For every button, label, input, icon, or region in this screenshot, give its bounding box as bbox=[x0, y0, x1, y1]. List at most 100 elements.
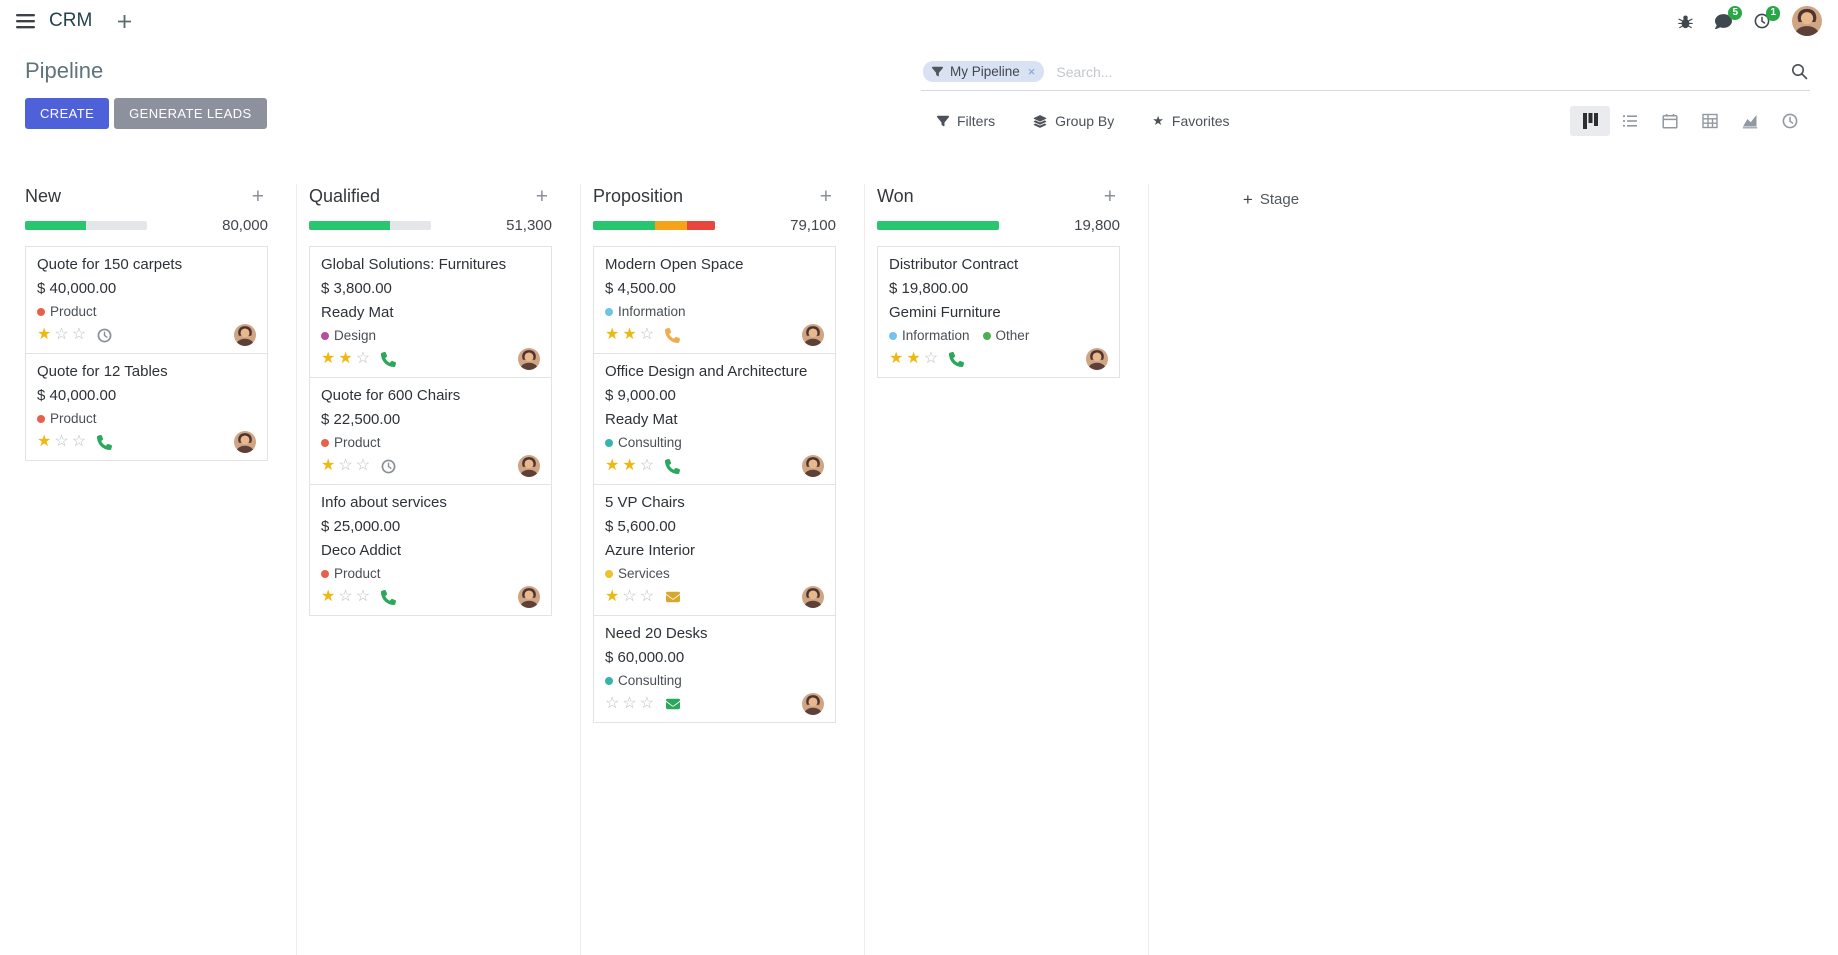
priority-star[interactable]: ★ bbox=[622, 457, 637, 475]
phone-icon[interactable] bbox=[949, 351, 965, 367]
progress-segment[interactable] bbox=[686, 221, 715, 230]
facet-close-icon[interactable]: × bbox=[1027, 64, 1036, 79]
view-list-button[interactable] bbox=[1610, 106, 1650, 136]
priority-star[interactable]: ★ bbox=[321, 588, 336, 606]
column-progressbar[interactable] bbox=[593, 221, 715, 230]
priority-star[interactable]: ☆ bbox=[338, 457, 353, 475]
salesperson-avatar[interactable] bbox=[802, 324, 824, 346]
salesperson-avatar[interactable] bbox=[518, 586, 540, 608]
view-calendar-button[interactable] bbox=[1650, 106, 1690, 136]
priority-star[interactable]: ☆ bbox=[639, 695, 655, 713]
phone-icon[interactable] bbox=[665, 458, 681, 474]
column-quick-add-button[interactable]: + bbox=[816, 186, 836, 207]
column-progressbar[interactable] bbox=[25, 221, 147, 230]
priority-star[interactable]: ★ bbox=[321, 457, 336, 475]
priority-star[interactable]: ☆ bbox=[639, 588, 655, 606]
column-progressbar[interactable] bbox=[309, 221, 431, 230]
group-by-button[interactable]: Group By bbox=[1033, 113, 1114, 129]
priority-star[interactable]: ★ bbox=[37, 326, 52, 344]
search-facet[interactable]: My Pipeline × bbox=[923, 61, 1045, 82]
messages-button[interactable]: 5 bbox=[1715, 5, 1742, 30]
view-graph-button[interactable] bbox=[1730, 106, 1770, 136]
priority-star[interactable]: ☆ bbox=[71, 433, 87, 451]
column-progressbar[interactable] bbox=[877, 221, 999, 230]
priority-star[interactable]: ★ bbox=[605, 326, 620, 344]
salesperson-avatar[interactable] bbox=[1086, 348, 1108, 370]
salesperson-avatar[interactable] bbox=[802, 693, 824, 715]
column-title[interactable]: Proposition bbox=[593, 185, 684, 206]
column-title[interactable]: Qualified bbox=[309, 185, 381, 206]
filters-button[interactable]: Filters bbox=[937, 113, 995, 129]
priority-star[interactable]: ★ bbox=[622, 326, 637, 344]
phone-icon[interactable] bbox=[381, 589, 397, 605]
priority-star[interactable]: ☆ bbox=[639, 326, 655, 344]
view-pivot-button[interactable] bbox=[1690, 106, 1730, 136]
debug-button[interactable] bbox=[1678, 14, 1693, 29]
activities-button[interactable]: 1 bbox=[1754, 6, 1780, 29]
priority-star[interactable]: ☆ bbox=[338, 588, 353, 606]
progress-segment[interactable] bbox=[25, 221, 86, 230]
kanban-card[interactable]: Modern Open Space $ 4,500.00 Information… bbox=[593, 246, 836, 354]
view-activity-button[interactable] bbox=[1770, 106, 1810, 136]
progress-segment[interactable] bbox=[877, 221, 999, 230]
priority-star[interactable]: ☆ bbox=[605, 695, 620, 713]
salesperson-avatar[interactable] bbox=[802, 586, 824, 608]
salesperson-avatar[interactable] bbox=[518, 455, 540, 477]
priority-star[interactable]: ☆ bbox=[923, 350, 939, 368]
search-submit-button[interactable] bbox=[1791, 63, 1808, 80]
create-button[interactable]: CREATE bbox=[25, 98, 110, 129]
kanban-card[interactable]: Info about services $ 25,000.00 Deco Add… bbox=[309, 484, 552, 616]
salesperson-avatar[interactable] bbox=[234, 324, 256, 346]
app-name[interactable]: CRM bbox=[49, 10, 93, 31]
phone-icon[interactable] bbox=[665, 327, 681, 343]
kanban-card[interactable]: Need 20 Desks $ 60,000.00 Consulting ☆ ☆ ☆ bbox=[593, 615, 836, 723]
priority-star[interactable]: ☆ bbox=[622, 695, 637, 713]
salesperson-avatar[interactable] bbox=[802, 455, 824, 477]
priority-star[interactable]: ☆ bbox=[71, 326, 87, 344]
view-kanban-button[interactable] bbox=[1570, 106, 1610, 136]
kanban-card[interactable]: Quote for 600 Chairs $ 22,500.00 Product… bbox=[309, 377, 552, 485]
kanban-card[interactable]: 5 VP Chairs $ 5,600.00 Azure Interior Se… bbox=[593, 484, 836, 616]
phone-icon[interactable] bbox=[381, 351, 397, 367]
priority-star[interactable]: ☆ bbox=[622, 588, 637, 606]
progress-segment[interactable] bbox=[655, 221, 687, 230]
kanban-card[interactable]: Quote for 150 carpets $ 40,000.00 Produc… bbox=[25, 246, 268, 354]
priority-star[interactable]: ★ bbox=[906, 350, 921, 368]
priority-star[interactable]: ☆ bbox=[355, 350, 371, 368]
clock-icon[interactable] bbox=[381, 459, 396, 474]
generate-leads-button[interactable]: GENERATE LEADS bbox=[114, 98, 267, 129]
column-title[interactable]: Won bbox=[877, 185, 914, 206]
column-title[interactable]: New bbox=[25, 185, 62, 206]
favorites-button[interactable]: ★ Favorites bbox=[1152, 113, 1229, 129]
kanban-card[interactable]: Quote for 12 Tables $ 40,000.00 Product … bbox=[25, 353, 268, 461]
priority-star[interactable]: ★ bbox=[338, 350, 353, 368]
priority-star[interactable]: ★ bbox=[605, 588, 620, 606]
search-input[interactable] bbox=[1054, 62, 1791, 81]
phone-icon[interactable] bbox=[97, 434, 113, 450]
envelope-icon[interactable] bbox=[665, 590, 681, 604]
kanban-card[interactable]: Global Solutions: Furnitures $ 3,800.00 … bbox=[309, 246, 552, 378]
column-quick-add-button[interactable]: + bbox=[532, 186, 552, 207]
priority-star[interactable]: ★ bbox=[321, 350, 336, 368]
kanban-card[interactable]: Distributor Contract $ 19,800.00 Gemini … bbox=[877, 246, 1120, 378]
priority-star[interactable]: ★ bbox=[605, 457, 620, 475]
add-stage-button[interactable]: + Stage bbox=[1243, 187, 1299, 211]
apps-menu-button[interactable] bbox=[16, 13, 35, 29]
priority-star[interactable]: ★ bbox=[37, 433, 52, 451]
navbar-plus-button[interactable] bbox=[118, 14, 132, 28]
progress-segment[interactable] bbox=[309, 221, 390, 230]
search-bar[interactable]: My Pipeline × bbox=[921, 58, 1810, 91]
priority-star[interactable]: ☆ bbox=[54, 433, 69, 451]
clock-icon[interactable] bbox=[97, 328, 112, 343]
priority-star[interactable]: ★ bbox=[889, 350, 904, 368]
priority-star[interactable]: ☆ bbox=[355, 457, 371, 475]
priority-star[interactable]: ☆ bbox=[355, 588, 371, 606]
column-quick-add-button[interactable]: + bbox=[248, 186, 268, 207]
column-quick-add-button[interactable]: + bbox=[1100, 186, 1120, 207]
priority-star[interactable]: ☆ bbox=[639, 457, 655, 475]
envelope-icon[interactable] bbox=[665, 697, 681, 711]
kanban-card[interactable]: Office Design and Architecture $ 9,000.0… bbox=[593, 353, 836, 485]
priority-star[interactable]: ☆ bbox=[54, 326, 69, 344]
progress-segment[interactable] bbox=[593, 221, 656, 230]
user-avatar[interactable] bbox=[1792, 6, 1822, 36]
